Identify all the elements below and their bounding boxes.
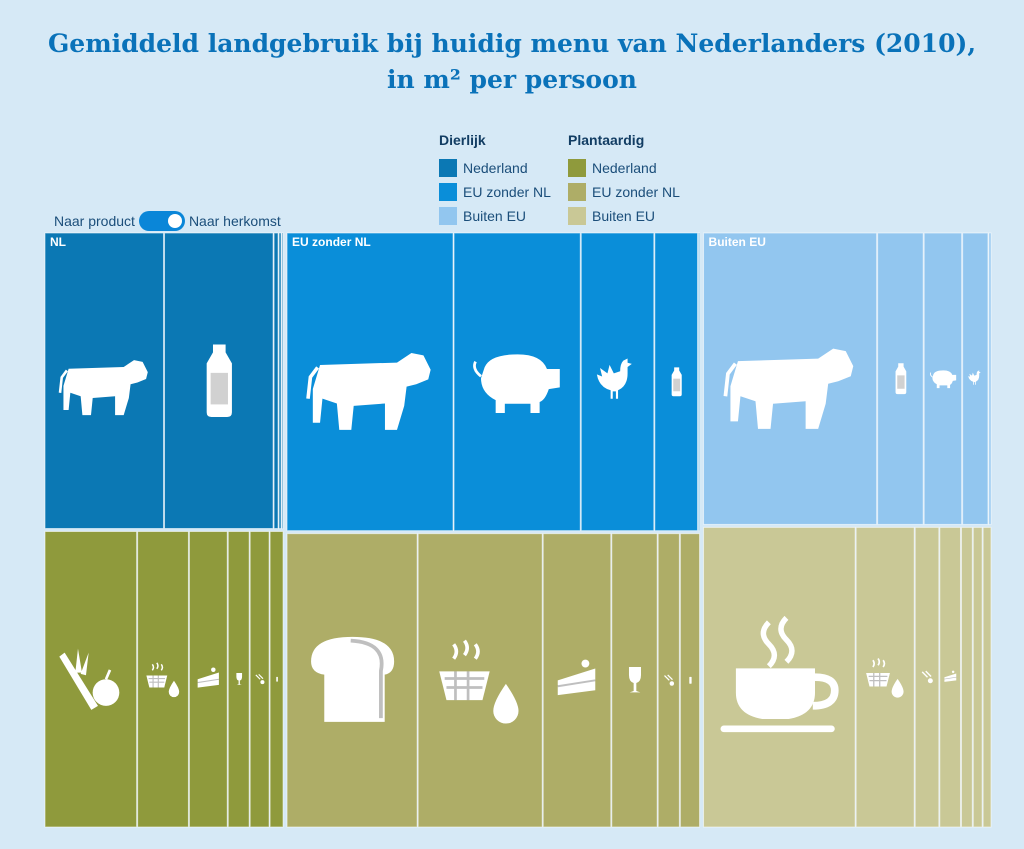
toggle-knob bbox=[167, 214, 182, 228]
legend-label: Nederland bbox=[463, 160, 528, 176]
oil-basket-icon bbox=[146, 662, 180, 698]
legend-item[interactable]: Buiten EU bbox=[439, 204, 551, 228]
legend-swatch bbox=[568, 159, 586, 177]
oil-basket-icon bbox=[866, 657, 904, 698]
legend-label: EU zonder NL bbox=[463, 184, 551, 200]
title-line-2: in m² per persoon bbox=[387, 65, 637, 94]
legend-animal: Dierlijk Nederland EU zonder NL Buiten E… bbox=[439, 132, 551, 228]
legend-item[interactable]: Buiten EU bbox=[568, 204, 680, 228]
legend-item[interactable]: EU zonder NL bbox=[439, 180, 551, 204]
legend-label: EU zonder NL bbox=[592, 184, 680, 200]
legend-heading-plant: Plantaardig bbox=[568, 132, 645, 148]
pig-icon bbox=[473, 354, 560, 413]
legend-swatch bbox=[439, 183, 457, 201]
legend-swatch bbox=[568, 207, 586, 225]
tile-animal[interactable] bbox=[698, 232, 701, 532]
legend-label: Buiten EU bbox=[592, 208, 656, 224]
region-label: Buiten EU bbox=[709, 235, 766, 249]
cake-icon bbox=[944, 670, 957, 682]
legend-heading-animal: Dierlijk bbox=[439, 132, 486, 148]
sauce-icon bbox=[255, 673, 265, 685]
chicken-icon bbox=[596, 358, 632, 399]
region-label: NL bbox=[50, 235, 66, 249]
legend-swatch bbox=[568, 183, 586, 201]
small-icon bbox=[689, 676, 692, 684]
wine-glass-icon bbox=[628, 666, 642, 693]
view-toggle-switch[interactable] bbox=[138, 211, 185, 231]
bread-icon bbox=[311, 636, 395, 722]
cake-icon bbox=[557, 659, 596, 696]
small-icon bbox=[276, 676, 278, 682]
cake-icon bbox=[197, 667, 219, 688]
vegetables-icon bbox=[59, 648, 120, 710]
region-1: EU zonder NL bbox=[286, 232, 701, 828]
region-label: EU zonder NL bbox=[292, 235, 371, 249]
sauce-icon bbox=[921, 670, 933, 684]
pig-icon bbox=[929, 370, 957, 389]
tile-animal[interactable] bbox=[281, 232, 284, 529]
oil-basket-icon bbox=[439, 639, 519, 724]
milk-bottle-icon bbox=[671, 367, 682, 397]
tile-plant[interactable] bbox=[972, 526, 983, 828]
legend-item[interactable]: EU zonder NL bbox=[568, 180, 680, 204]
toggle-label-origin[interactable]: Naar herkomst bbox=[188, 213, 281, 229]
tile-plant[interactable] bbox=[982, 526, 992, 828]
legend-label: Buiten EU bbox=[463, 208, 527, 224]
legend-item[interactable]: Nederland bbox=[568, 156, 680, 180]
view-toggle: Naar product Naar herkomst bbox=[54, 211, 281, 231]
milk-bottle-icon bbox=[206, 344, 232, 418]
legend-label: Nederland bbox=[592, 160, 657, 176]
region-0: NL bbox=[44, 232, 284, 828]
region-2: Buiten EU bbox=[703, 232, 992, 828]
cow-icon bbox=[723, 348, 854, 429]
chicken-icon bbox=[968, 370, 981, 385]
tile-animal[interactable] bbox=[278, 232, 282, 529]
tile-animal[interactable] bbox=[988, 232, 992, 525]
coffee-cup-icon bbox=[720, 615, 839, 733]
tile-animal[interactable] bbox=[273, 232, 279, 529]
cow-icon bbox=[58, 360, 148, 416]
cow-icon bbox=[306, 352, 431, 430]
sauce-icon bbox=[664, 674, 675, 686]
chart-title: Gemiddeld landgebruik bij huidig menu va… bbox=[0, 26, 1024, 98]
legend-swatch bbox=[439, 207, 457, 225]
wine-glass-icon bbox=[236, 672, 243, 685]
toggle-label-product[interactable]: Naar product bbox=[54, 213, 135, 229]
title-line-1: Gemiddeld landgebruik bij huidig menu va… bbox=[47, 29, 977, 58]
tile-plant[interactable] bbox=[960, 526, 973, 828]
milk-bottle-icon bbox=[895, 363, 907, 395]
legend-swatch bbox=[439, 159, 457, 177]
tile-plant[interactable] bbox=[542, 533, 612, 828]
legend-item[interactable]: Nederland bbox=[439, 156, 551, 180]
tile-plant[interactable] bbox=[44, 531, 138, 828]
legend-plant: Plantaardig Nederland EU zonder NL Buite… bbox=[568, 132, 680, 228]
